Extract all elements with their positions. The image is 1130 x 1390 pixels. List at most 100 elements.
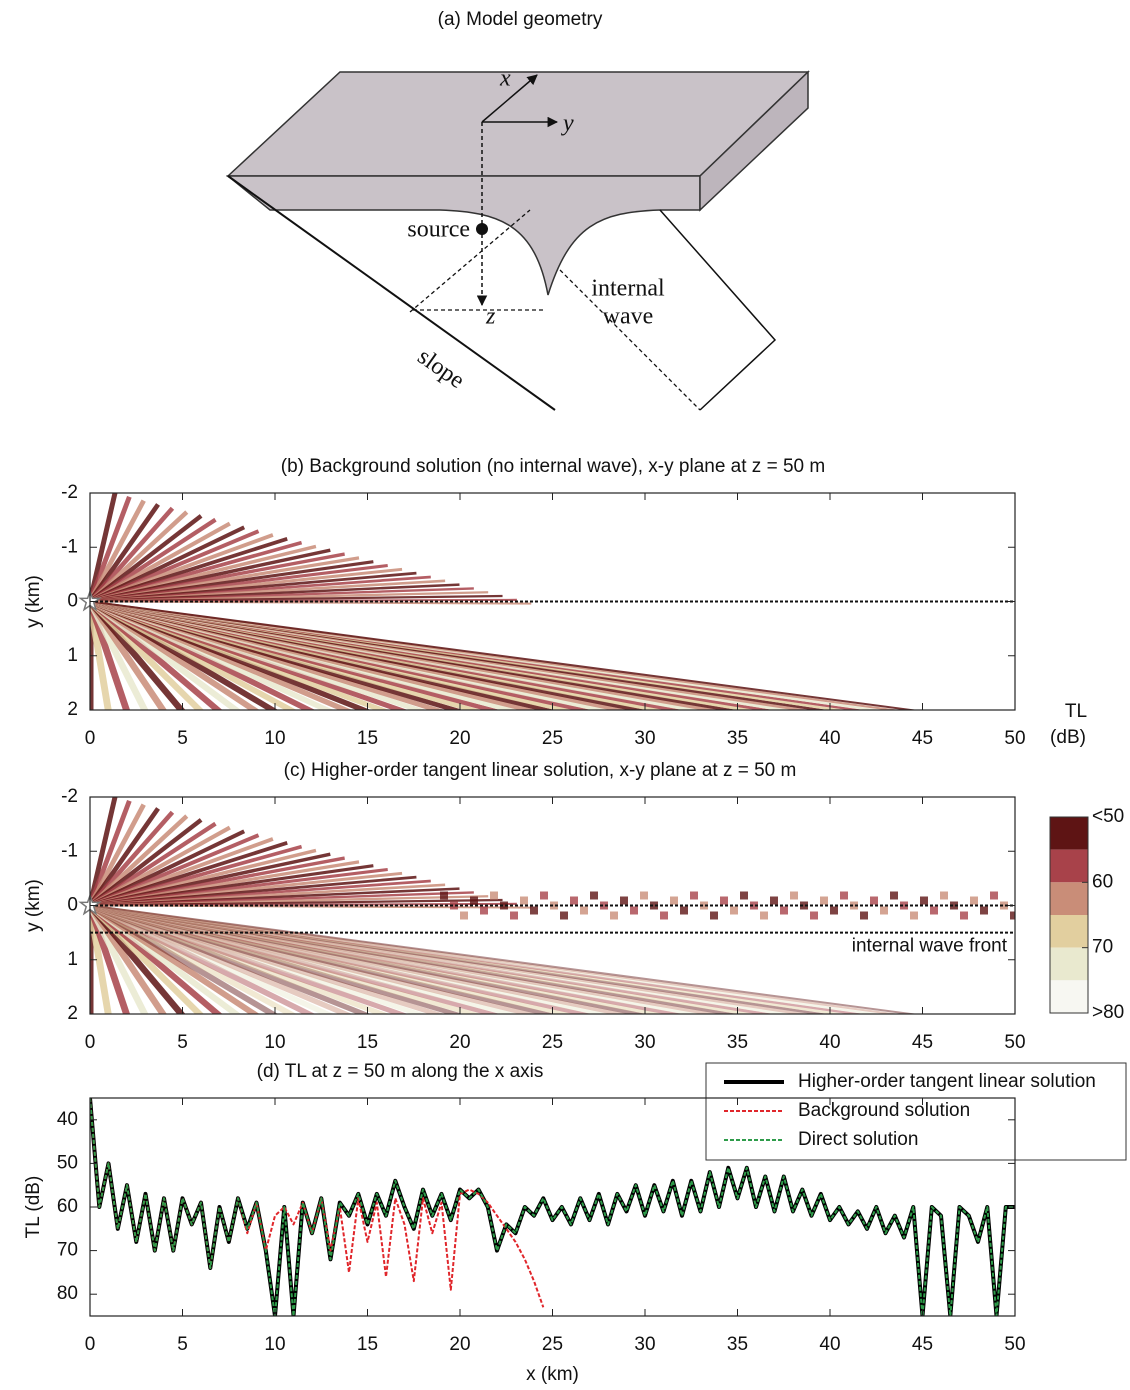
colorbar-bin: [1050, 947, 1088, 981]
y-tick-label: 2: [67, 699, 78, 720]
field-texture: [90, 902, 353, 1014]
colorbar-tick-label: 70: [1092, 937, 1113, 958]
y-tick-label: 0: [67, 591, 78, 612]
field-texture: [90, 797, 118, 907]
field-texture: [90, 902, 334, 1014]
x-tick-label: 25: [542, 1032, 563, 1053]
field-texture: [90, 903, 574, 1014]
field-texture: [90, 902, 279, 1014]
field-texture: [920, 896, 928, 905]
field-texture: [450, 901, 458, 910]
field-texture: [90, 904, 847, 1014]
field-texture: [480, 906, 488, 915]
field-texture: [570, 896, 578, 905]
field-texture: [610, 911, 618, 920]
annotation: internal wave front: [852, 936, 1008, 957]
field-texture: [90, 903, 556, 1014]
field-texture: [600, 901, 608, 910]
colorbar: <50 60 70 >80 TL (dB): [1049, 701, 1124, 1023]
field-texture: [640, 891, 648, 900]
field-texture: [440, 891, 448, 900]
field-texture: [1030, 907, 1038, 915]
colorbar-tick-label: 60: [1092, 871, 1113, 892]
field-texture: [90, 904, 793, 1014]
x-tick-label: 40: [819, 728, 840, 749]
field-texture: [90, 902, 297, 1014]
field-texture: [690, 891, 698, 900]
x-tick-label: 25: [542, 728, 563, 749]
field-texture: [1020, 897, 1028, 905]
field-texture: [870, 896, 878, 905]
y-tick-label: 1: [67, 949, 78, 970]
colorbar-title: TL: [1065, 701, 1087, 722]
x-tick-label: 35: [727, 728, 748, 749]
x-tick-label: 35: [727, 1334, 748, 1355]
x-tick-label: 0: [85, 1032, 96, 1053]
field-texture: [90, 903, 390, 1014]
field-texture: [560, 911, 568, 920]
x-tick-label: 50: [1004, 1334, 1025, 1355]
field-texture: [90, 903, 738, 1014]
dash-line: [409, 209, 531, 313]
field-texture: [710, 911, 718, 920]
field-texture: [850, 901, 858, 910]
x-tick-label: 40: [819, 1032, 840, 1053]
field-texture: [90, 904, 774, 1014]
field-texture: [90, 904, 756, 1014]
axis-label: y: [561, 111, 574, 137]
field-texture: [960, 911, 968, 920]
colorbar-frame: [1049, 816, 1089, 1014]
x-tick-label: 35: [727, 1032, 748, 1053]
field-texture: [90, 903, 408, 1014]
y-axis-label: y (km): [23, 879, 44, 932]
field-texture: [90, 904, 811, 1014]
x-tick-label: 0: [85, 1334, 96, 1355]
field-texture: [720, 896, 728, 905]
field-texture: [780, 906, 788, 915]
colorbar-unit: (dB): [1050, 727, 1086, 748]
field-texture: [590, 891, 598, 900]
field-texture: [90, 903, 611, 1014]
field-texture: [950, 901, 958, 910]
field-texture: [90, 902, 316, 1014]
field-texture: [1010, 911, 1015, 920]
panel: (c) Higher-order tangent linear solution…: [23, 760, 1038, 1053]
field-texture: [840, 891, 848, 900]
y-tick-label: 60: [57, 1196, 78, 1217]
colorbar-bin: [1050, 817, 1088, 850]
x-tick-label: 30: [634, 728, 655, 749]
axis-label: x: [499, 66, 511, 92]
x-tick-label: 40: [819, 1334, 840, 1355]
x-tick-label: 45: [912, 1032, 933, 1053]
field-texture: [90, 904, 883, 1014]
chart-title: (b) Background solution (no internal wav…: [281, 456, 825, 477]
field-texture: [90, 903, 519, 1014]
field-texture: [90, 495, 132, 603]
y-tick-label: 40: [57, 1109, 78, 1130]
field-texture: [530, 906, 538, 915]
y-axis-label: y (km): [23, 575, 44, 628]
field-texture: [90, 903, 647, 1014]
field-texture: [930, 906, 938, 915]
x-tick-label: 5: [177, 728, 188, 749]
field-texture: [500, 901, 508, 910]
legend-label: Direct solution: [798, 1129, 918, 1150]
field-texture: [760, 911, 768, 920]
field-texture: [90, 903, 629, 1014]
field-texture: [90, 493, 118, 603]
line-series: [90, 1098, 1015, 1316]
legend-label: Background solution: [798, 1100, 970, 1121]
field-texture: [90, 903, 371, 1014]
chart-title: (c) Higher-order tangent linear solution…: [284, 760, 797, 781]
x-tick-label: 0: [85, 728, 96, 749]
field-texture: [770, 896, 778, 905]
slope-label: slope: [413, 344, 469, 394]
field-texture: [650, 901, 658, 910]
x-axis-arrow: [481, 74, 538, 123]
field-texture: [90, 903, 427, 1014]
plot-area: [90, 493, 919, 710]
field-texture: [800, 901, 808, 910]
field-texture: [90, 903, 445, 1014]
y-tick-label: 80: [57, 1283, 78, 1304]
